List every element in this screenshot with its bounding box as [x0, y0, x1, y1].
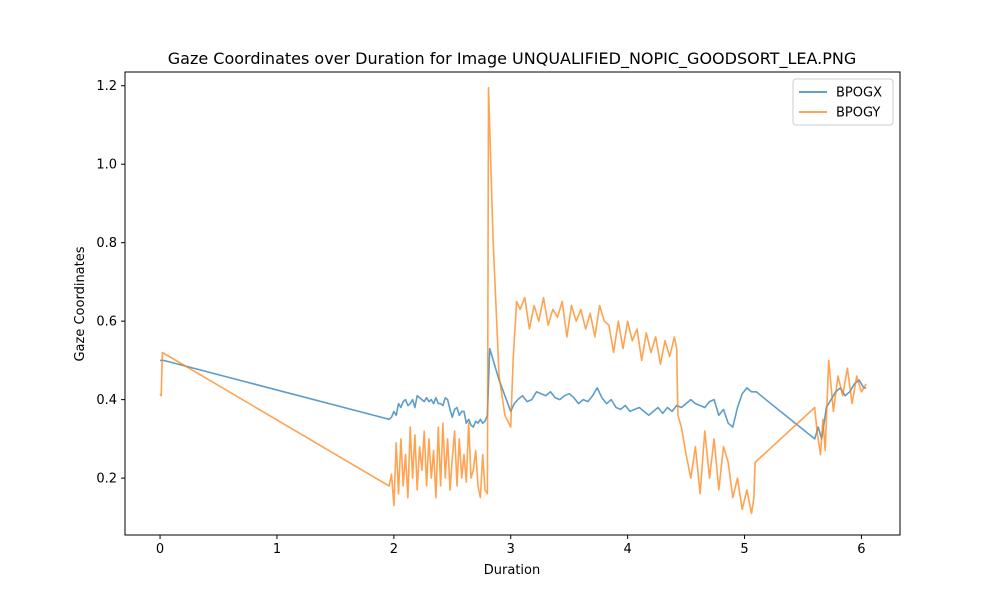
- x-axis-ticks: 0 1 2 3 4 5 6: [156, 535, 866, 557]
- legend: BPOGX BPOGY: [792, 78, 894, 126]
- series-line-bpogy: [159, 86, 867, 515]
- y-tick-label: 0.4: [96, 393, 117, 408]
- x-tick-label: 3: [507, 542, 515, 557]
- y-axis-label: Gaze Coordinates: [73, 246, 88, 361]
- x-axis-label: Duration: [484, 563, 540, 578]
- x-tick-label: 5: [740, 542, 748, 557]
- x-tick-label: 6: [857, 542, 865, 557]
- y-tick-label: 0.2: [96, 472, 117, 487]
- legend-label-bpogy: BPOGY: [836, 106, 880, 121]
- y-axis-ticks: 0.2 0.4 0.6 0.8 1.0 1.2: [96, 79, 125, 487]
- series-layer: [159, 86, 867, 515]
- y-tick-label: 1.2: [96, 79, 117, 94]
- y-tick-label: 0.8: [96, 236, 117, 251]
- legend-label-bpogx: BPOGX: [836, 86, 882, 101]
- series-line-bpogx: [160, 347, 867, 440]
- x-tick-label: 0: [156, 542, 164, 557]
- chart-title: Gaze Coordinates over Duration for Image…: [168, 49, 856, 69]
- legend-box: [792, 78, 894, 126]
- plot-frame: [124, 71, 901, 536]
- y-tick-label: 0.6: [96, 315, 117, 330]
- x-tick-label: 1: [273, 542, 281, 557]
- x-tick-label: 4: [623, 542, 631, 557]
- x-tick-label: 2: [390, 542, 398, 557]
- y-tick-label: 1.0: [96, 158, 117, 173]
